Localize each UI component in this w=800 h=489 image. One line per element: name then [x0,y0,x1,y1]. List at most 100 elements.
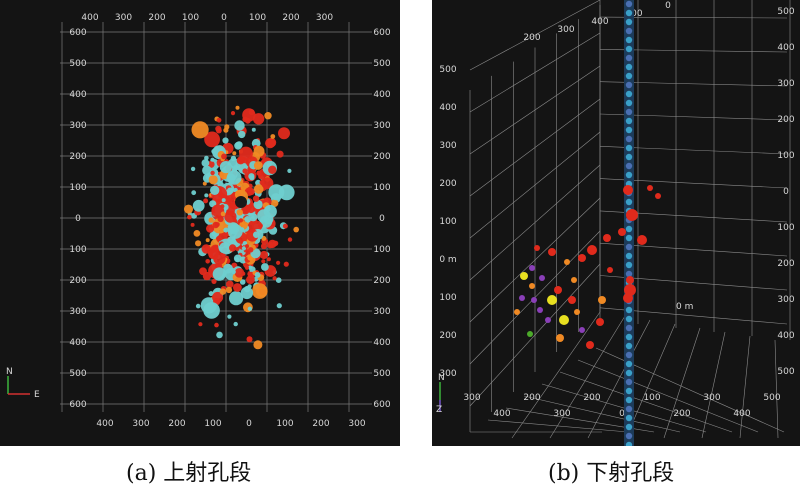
event-marker [204,131,221,148]
well-stage-marker [625,63,633,71]
event-marker [626,209,638,221]
well-stage-marker [625,342,633,350]
bottom-tick-label: 100 [643,393,660,403]
event-marker [252,220,263,232]
event-marker [245,265,249,270]
event-marker [206,224,215,233]
event-marker [260,243,267,250]
well-stage-marker [625,135,633,143]
event-marker [287,237,293,242]
event-marker [227,314,232,319]
right-tick-label: 600 [373,28,390,38]
event-marker [268,165,277,174]
event-marker [239,227,245,232]
well-stage-marker [625,360,633,368]
right-tick-label: 200 [777,259,794,269]
bottom-tick-label: 400 [96,419,113,429]
event-marker [221,153,227,160]
well-stage-marker [625,234,633,242]
event-marker [202,181,207,186]
event-marker [244,216,252,223]
panel-b-plot: 500 400 300 200 100 0 m 100 200 300 500 400 300 200 1… [432,0,800,446]
event-marker [214,322,219,328]
well-stage-marker [625,144,633,152]
event-marker [556,334,564,342]
event-marker [238,218,244,223]
event-marker [253,145,265,157]
left-tick-label: 100 [69,245,86,255]
floor-line [511,311,601,439]
top-tick-label: 100 [625,9,642,19]
event-marker [238,130,246,139]
well-stage-marker [625,18,633,26]
bottom-tick-label: 100 [276,419,293,429]
event-marker [234,120,245,131]
event-marker [242,241,248,246]
wellhead-marker [235,196,247,208]
right-tick-label: 600 [373,400,390,410]
event-marker [603,234,611,242]
compass-z-label: Z [436,405,442,415]
well-stage-marker [625,126,633,134]
event-marker [211,149,217,154]
right-tick-label: 100 [777,223,794,233]
event-marker [251,127,256,132]
event-marker [203,198,209,204]
event-marker [222,137,229,144]
left-tick-label: 400 [69,338,86,348]
event-marker [195,240,202,247]
event-marker [220,211,226,217]
well-stage-marker [625,54,633,62]
right-tick-label: 500 [373,369,390,379]
well-stage-marker [625,405,633,413]
event-marker [252,195,260,202]
floor-line [663,327,701,439]
right-tick-label: 500 [777,367,794,377]
top-tick-label: 200 [282,13,299,23]
event-marker [554,286,562,294]
event-marker [248,247,254,253]
left-tick-label: 300 [439,141,456,151]
axis-zero-label: 0 m [676,302,693,312]
event-marker [233,321,238,327]
floor-line [739,335,751,439]
event-marker [241,246,247,251]
well-stage-marker [625,0,633,8]
event-marker [548,248,556,256]
event-marker [225,286,233,294]
well-stage-marker [625,396,633,404]
well-stage-marker [625,432,633,440]
event-marker [216,117,222,123]
event-marker [205,238,210,243]
bottom-tick-label: 400 [733,409,750,419]
event-marker [247,205,255,214]
top-tick-label: 100 [182,13,199,23]
event-marker [276,303,282,309]
right-tick-label: 500 [777,7,794,17]
bottom-tick-label: 300 [132,419,149,429]
compass-north-label: N [6,367,13,377]
left-tick-label: 200 [439,331,456,341]
left-tick-label: 300 [439,369,456,379]
bottom-tick-label: 300 [348,419,365,429]
top-tick-label: 300 [316,13,333,23]
event-marker [239,279,246,285]
event-marker [226,280,234,289]
right-tick-label: 100 [777,151,794,161]
event-marker [261,177,274,190]
panel-a-plot: 400 300 200 100 0 100 200 300 400 300 200 100 0 100 20… [0,0,400,446]
event-marker [202,271,212,281]
event-marker [624,284,636,296]
event-marker [192,199,205,212]
well-stage-marker [625,27,633,35]
event-marker [208,217,214,223]
event-marker [547,295,557,305]
wall-left-horizontal [469,0,601,71]
bottom-tick-label: 200 [168,419,185,429]
event-marker [520,272,528,280]
event-marker [578,254,586,262]
event-marker [266,241,274,249]
event-marker [598,296,606,304]
panel-a-caption: (a) 上射孔段 [126,461,252,486]
event-marker [230,111,236,116]
